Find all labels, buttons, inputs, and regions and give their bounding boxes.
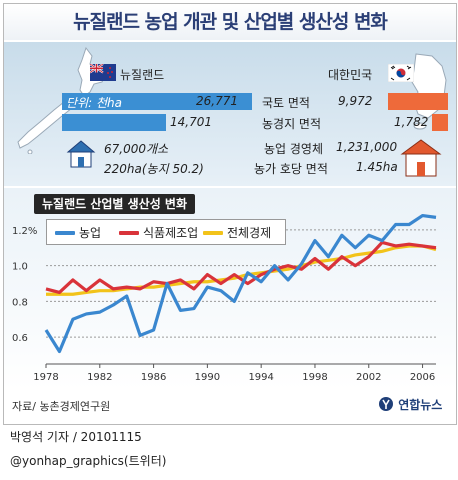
chart-panel: 뉴질랜드 산업별 생산성 변화 0.6 0.8 1.0 1.2% 1978 1982 198… (4, 188, 456, 390)
x-tick-label: 1990 (195, 372, 220, 383)
legend-label-2: 전체경제 (227, 226, 272, 240)
productivity-line-chart: 0.6 0.8 1.0 1.2% 1978 1982 1986 1990 1994 1998 200… (12, 213, 437, 383)
kr-farm-area-bar (432, 114, 448, 131)
info-panel: 뉴질랜드 대한민국 단위: 천ha 26,771 국토 면적 9,972 14,… (4, 42, 456, 186)
legend-swatch-0 (55, 231, 75, 235)
unit-label: 단위: 천ha (66, 96, 122, 110)
nz-num-farms: 67,000개소 (104, 142, 169, 156)
kr-land-area-bar (388, 93, 448, 110)
agency-logo-text: 연합뉴스 (398, 398, 443, 412)
kr-num-farms: 1,231,000 (336, 140, 398, 154)
row-perfarm-label: 농가 호당 면적 (254, 162, 328, 176)
nz-name: 뉴질랜드 (120, 68, 165, 82)
kr-name: 대한민국 (328, 68, 373, 82)
byline: 박영석 기자 / 20101115 (10, 430, 142, 444)
legend-label-0: 농업 (79, 226, 102, 240)
kr-per-farm: 1.45ha (356, 160, 398, 174)
x-tick-label: 1982 (87, 372, 112, 383)
series-line-0 (44, 213, 437, 354)
x-tick-label: 2006 (410, 372, 435, 383)
y-tick-label: 1.2% (12, 226, 37, 237)
series-line-1 (45, 240, 437, 295)
nz-land-area-value: 26,771 (196, 94, 238, 108)
x-tick-label: 1986 (141, 372, 166, 383)
y-tick-label: 1.0 (12, 262, 28, 273)
chart-title: 뉴질랜드 산업별 생산성 변화 (34, 194, 196, 214)
y-tick-label: 0.8 (12, 297, 28, 308)
x-tick-label: 1978 (33, 372, 58, 383)
page-title: 뉴질랜드 농업 개관 및 산업별 생산성 변화 (4, 4, 456, 40)
row-farms-label: 농업 경영체 (264, 142, 324, 156)
nz-farm-area-bar (62, 114, 166, 131)
row-farm-label: 농경지 면적 (262, 117, 322, 131)
nz-farm-area-value: 14,701 (170, 115, 212, 129)
row-land-label: 국토 면적 (262, 96, 310, 110)
nz-land-area-bar (62, 93, 252, 110)
nz-per-farm: 220ha(농지 50.2) (104, 162, 204, 176)
kr-farm-area-value: 1,782 (394, 115, 429, 129)
source-note: 자료/ 농촌경제연구원 (12, 400, 111, 413)
kr-farmhouse-icon (400, 139, 442, 177)
twitter-handle: @yonhap_graphics(트위터) (10, 454, 167, 468)
graphic-frame: 뉴질랜드 농업 개관 및 산업별 생산성 변화 뉴질랜드 대한 (3, 3, 457, 425)
x-tick-label: 1994 (248, 372, 273, 383)
kr-land-area-value: 9,972 (338, 94, 373, 108)
legend-swatch-2 (203, 231, 223, 235)
nz-farmhouse-icon (66, 140, 96, 168)
chart-legend: 농업 식품제조업 전체경제 (46, 219, 286, 245)
korea-flag-icon (388, 64, 414, 82)
legend-label-1: 식품제조업 (143, 226, 199, 240)
x-tick-label: 1998 (302, 372, 327, 383)
yonhap-logo-icon (379, 397, 393, 411)
y-tick-label: 0.6 (12, 333, 28, 344)
agency-logo: 연합뉴스 (378, 396, 442, 413)
nz-flag-icon (90, 64, 116, 81)
legend-swatch-1 (119, 231, 139, 235)
x-tick-label: 2002 (356, 372, 381, 383)
